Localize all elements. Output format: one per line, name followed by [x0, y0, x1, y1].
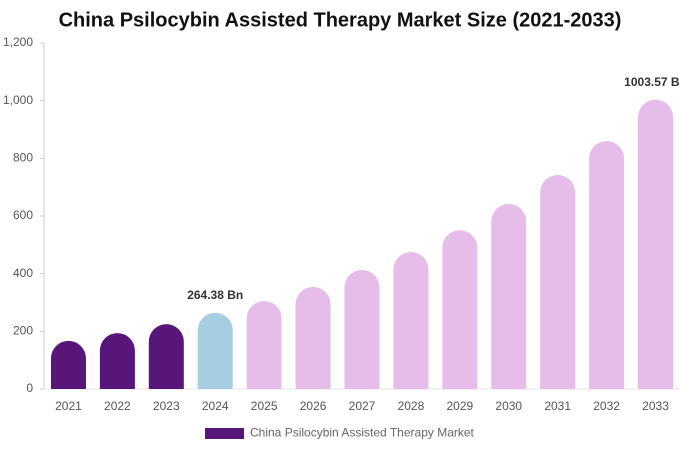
bar: [295, 286, 331, 389]
y-tick-label: 600: [13, 208, 33, 222]
bar: [589, 141, 625, 389]
y-tick-label: 400: [13, 266, 33, 280]
bar: [540, 175, 576, 389]
y-tick-label: 1,200: [3, 35, 33, 49]
legend-swatch: [205, 428, 244, 439]
y-tick-label: 200: [13, 324, 33, 338]
legend-label: China Psilocybin Assisted Therapy Market: [250, 426, 475, 440]
value-label: 264.38 Bn: [187, 288, 243, 302]
y-tick-label: 1,000: [3, 93, 33, 107]
bar: [99, 333, 135, 389]
x-tick-label: 2031: [544, 399, 571, 413]
x-tick-label: 2023: [153, 399, 180, 413]
x-tick-label: 2024: [202, 399, 229, 413]
bar: [638, 99, 674, 389]
x-tick-label: 2021: [55, 399, 82, 413]
bar: [344, 269, 380, 389]
bar: [491, 203, 527, 389]
bar: [246, 301, 282, 389]
x-tick-label: 2026: [300, 399, 327, 413]
x-tick-label: 2029: [446, 399, 473, 413]
value-label: 1003.57 Bn: [624, 75, 680, 89]
x-tick-label: 2022: [104, 399, 131, 413]
bar: [442, 230, 478, 389]
x-tick-label: 2030: [495, 399, 522, 413]
x-tick-label: 2028: [398, 399, 425, 413]
x-tick-label: 2027: [349, 399, 376, 413]
bar: [197, 312, 233, 389]
x-tick-label: 2033: [642, 399, 669, 413]
bar: [148, 324, 184, 389]
x-tick-label: 2025: [251, 399, 278, 413]
bar: [393, 252, 429, 389]
x-tick-label: 2032: [593, 399, 620, 413]
chart-title: China Psilocybin Assisted Therapy Market…: [59, 9, 622, 31]
y-tick-label: 800: [13, 151, 33, 165]
bar: [50, 340, 86, 389]
y-tick-label: 0: [26, 381, 33, 395]
